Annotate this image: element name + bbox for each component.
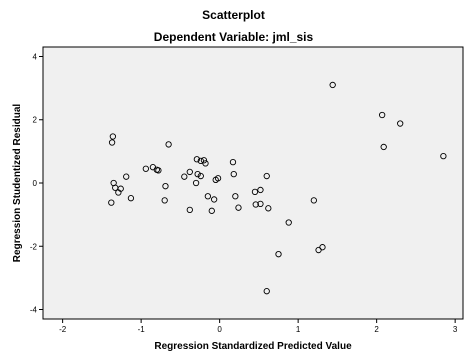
data-point: [108, 199, 115, 206]
x-axis-label: Regression Standardized Predicted Value: [154, 341, 352, 352]
data-point: [208, 207, 215, 214]
data-point: [319, 244, 326, 251]
data-point: [275, 251, 282, 258]
data-point: [162, 183, 169, 190]
data-point: [204, 193, 212, 200]
y-tick-label: -2: [30, 242, 38, 251]
x-tick-label: 1: [296, 325, 301, 334]
data-point: [192, 179, 200, 187]
data-points: [108, 81, 447, 295]
data-point: [142, 165, 149, 172]
data-point: [127, 195, 135, 202]
data-point: [161, 197, 168, 204]
data-point: [109, 133, 117, 140]
data-point: [230, 170, 237, 178]
y-tick-label: -4: [30, 306, 38, 315]
data-point: [257, 200, 264, 208]
x-tick-label: 0: [217, 325, 222, 334]
y-axis-label: Regression Studentized Residual: [12, 104, 23, 263]
data-point: [232, 193, 239, 200]
data-point: [181, 173, 188, 180]
data-point: [397, 120, 404, 127]
data-point: [165, 141, 172, 148]
data-point: [380, 143, 387, 151]
y-tick-label: 0: [33, 179, 38, 188]
data-point: [200, 157, 208, 164]
data-point: [202, 160, 209, 167]
y-tick-label: 4: [33, 52, 38, 61]
data-point: [186, 168, 193, 176]
x-tick-label: 2: [374, 325, 379, 334]
chart-subtitle: Dependent Variable: jml_sis: [153, 30, 314, 44]
data-point: [257, 186, 264, 194]
data-point: [117, 185, 124, 192]
data-point: [251, 188, 259, 196]
data-point: [155, 167, 162, 174]
data-point: [378, 111, 386, 119]
data-point: [263, 288, 270, 295]
data-point: [197, 157, 204, 165]
y-axis: -4 -2 0 2 4: [30, 52, 43, 315]
data-point: [329, 81, 336, 89]
data-point: [263, 172, 270, 180]
chart-title: Scatterplot: [202, 8, 265, 22]
plot-area: [42, 46, 464, 320]
data-point: [197, 172, 204, 180]
x-tick-label: -2: [59, 325, 67, 334]
data-point: [186, 206, 193, 214]
x-tick-label: 3: [453, 325, 458, 334]
data-point: [214, 175, 222, 182]
data-point: [252, 201, 259, 208]
data-point: [440, 152, 447, 160]
y-tick-label: 2: [33, 116, 38, 125]
x-tick-label: -1: [138, 325, 146, 334]
data-point: [194, 170, 201, 178]
data-point: [310, 197, 317, 204]
data-point: [123, 173, 130, 180]
data-point: [210, 196, 218, 203]
data-point: [285, 219, 292, 226]
data-point: [193, 156, 201, 163]
data-point: [229, 158, 237, 166]
data-point: [235, 204, 242, 211]
data-point: [108, 139, 116, 146]
x-axis: -2 -1 0 1 2 3: [59, 319, 458, 334]
data-point: [265, 205, 272, 212]
